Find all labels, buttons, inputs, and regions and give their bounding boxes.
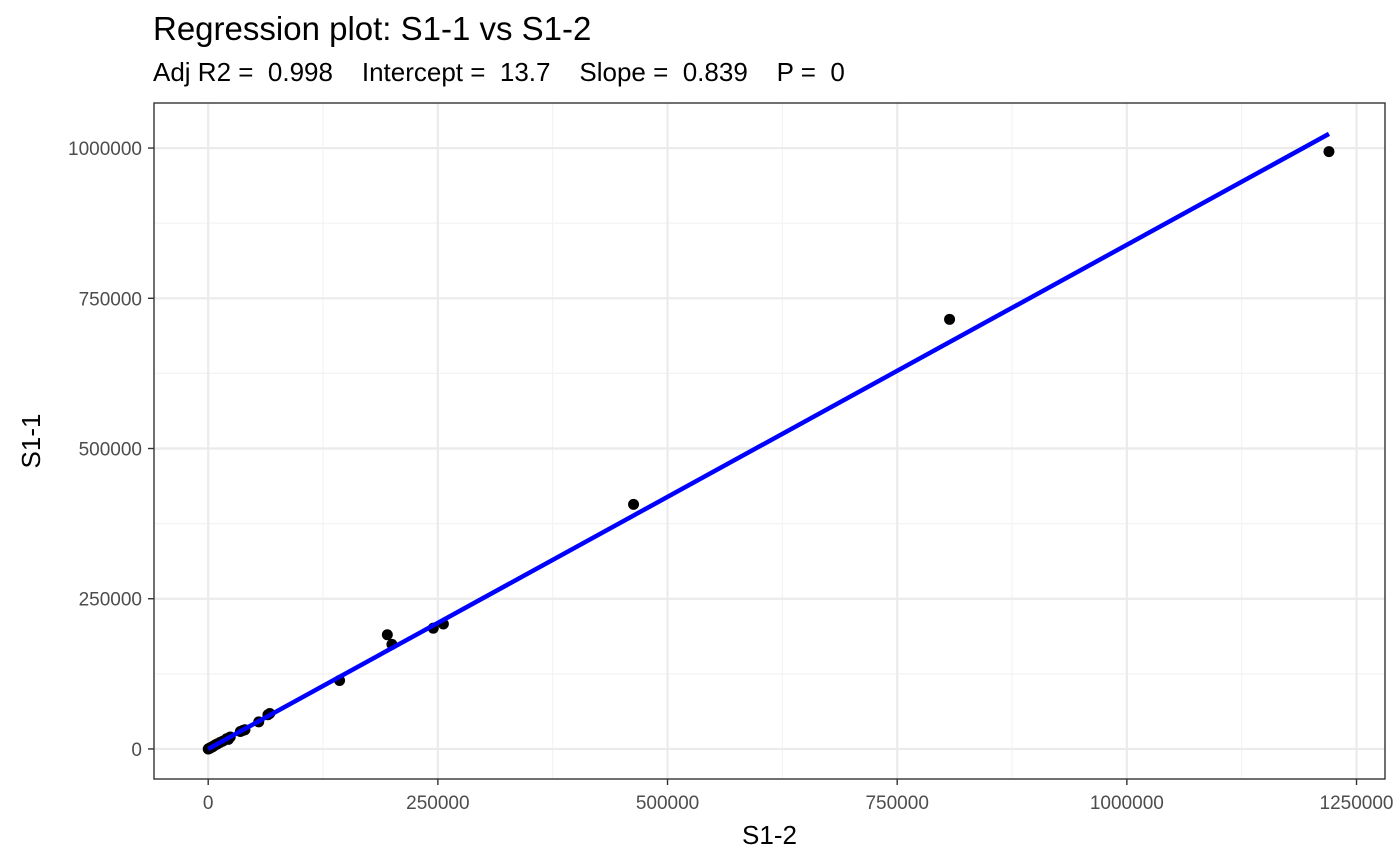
data-points bbox=[202, 146, 1335, 755]
y-tick-label: 1000000 bbox=[68, 139, 142, 160]
regression-line-layer bbox=[207, 131, 1331, 751]
x-tick-label: 500000 bbox=[636, 793, 699, 814]
chart-title: Regression plot: S1-1 vs S1-2 bbox=[153, 10, 591, 47]
x-axis-tick-labels: 0 250000 500000 750000 1000000 1250000 bbox=[203, 793, 1394, 814]
data-point bbox=[1323, 146, 1335, 158]
axis-ticks bbox=[148, 147, 1358, 785]
data-point bbox=[628, 498, 640, 510]
y-tick-label: 750000 bbox=[79, 289, 142, 310]
x-tick-label: 0 bbox=[203, 793, 214, 814]
x-tick-label: 1000000 bbox=[1090, 793, 1164, 814]
y-tick-label: 500000 bbox=[79, 440, 142, 461]
x-tick-label: 750000 bbox=[865, 793, 928, 814]
chart-subtitle: Adj R2 = 0.998 Intercept = 13.7 Slope = … bbox=[153, 57, 845, 87]
y-tick-label: 0 bbox=[131, 740, 142, 761]
y-axis-tick-labels: 0 250000 500000 750000 1000000 bbox=[68, 139, 142, 761]
data-point bbox=[944, 313, 956, 325]
panel-border bbox=[153, 102, 1386, 780]
regression-line bbox=[207, 131, 1331, 751]
data-point bbox=[381, 629, 393, 641]
y-axis-title: S1-1 bbox=[16, 414, 46, 469]
x-tick-label: 250000 bbox=[406, 793, 469, 814]
grid-minor-lines bbox=[154, 103, 1385, 779]
x-tick-label: 1250000 bbox=[1320, 793, 1394, 814]
y-tick-label: 250000 bbox=[79, 590, 142, 611]
x-axis-title: S1-2 bbox=[742, 820, 797, 850]
grid-major-lines bbox=[154, 103, 1385, 779]
